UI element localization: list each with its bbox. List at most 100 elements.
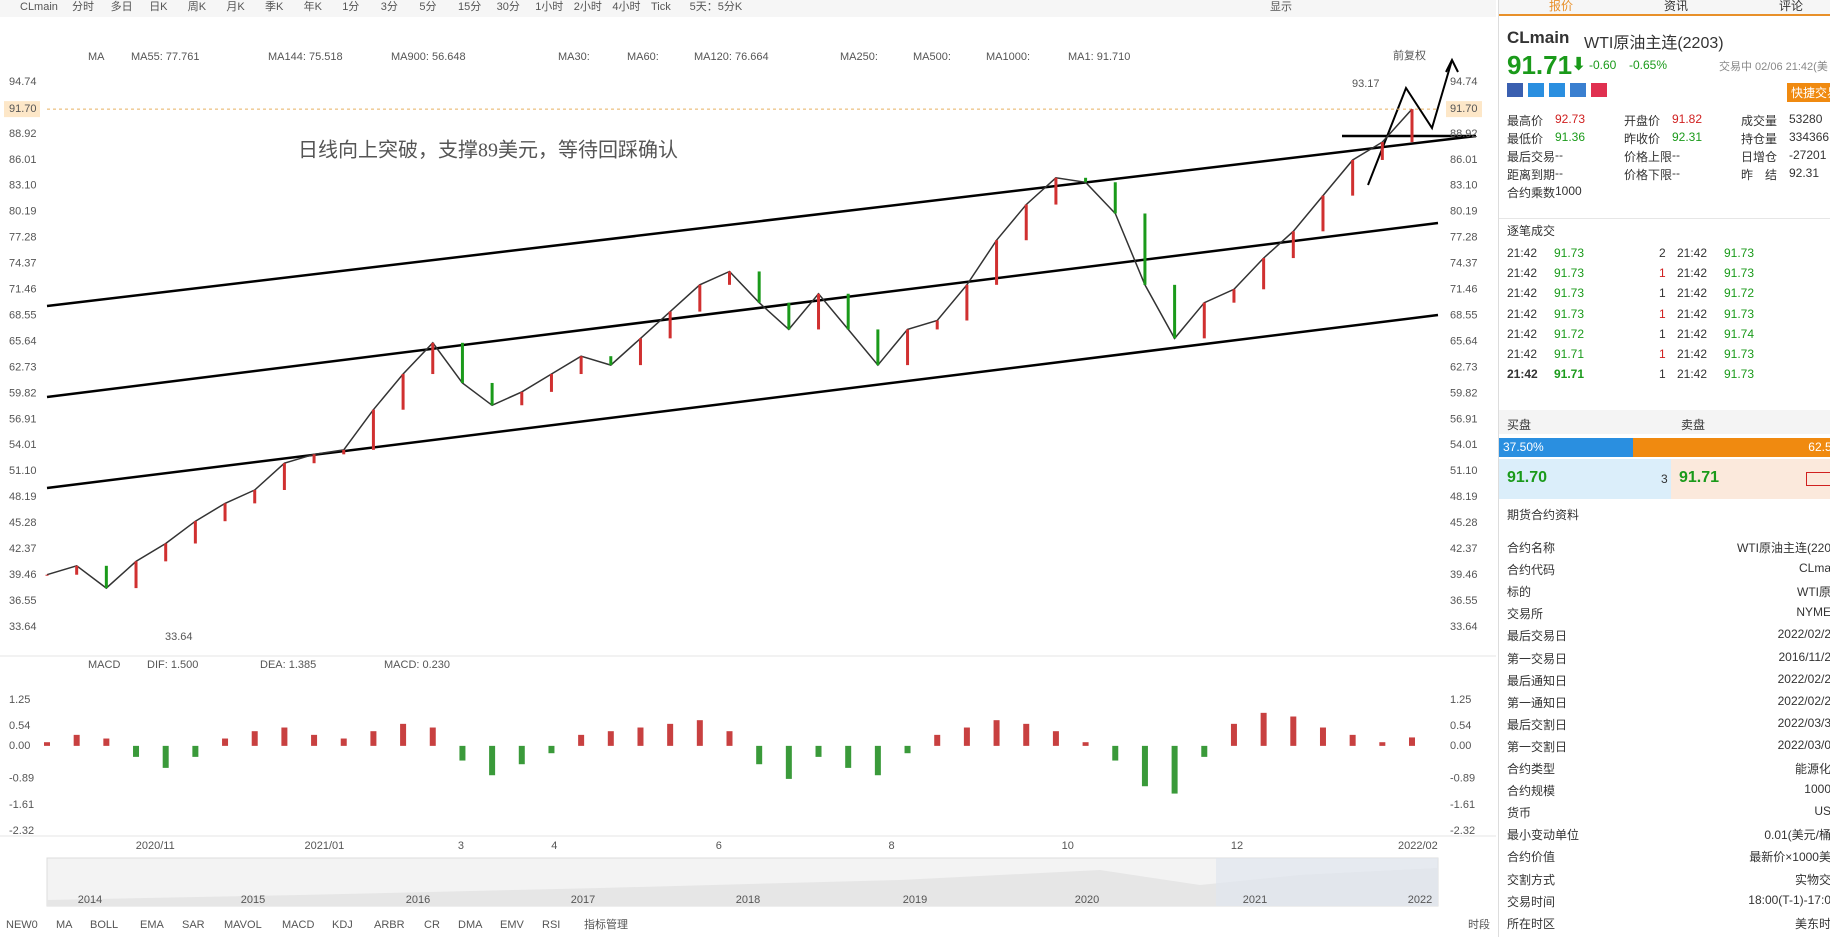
period-tab[interactable]: 3分 — [381, 0, 398, 13]
period-tab[interactable]: 日K — [149, 1, 168, 13]
y-tick-label-left: 0.00 — [9, 740, 30, 752]
y-tick-label: 1.25 — [1450, 694, 1471, 706]
icon-row — [1507, 83, 1617, 99]
ma-label: MA500: — [913, 51, 951, 63]
macd-bar — [370, 731, 377, 746]
period-tab[interactable]: 周K — [188, 0, 207, 13]
indicator-tab[interactable]: MAVOL — [224, 919, 262, 931]
info-value: 2022/02/2 — [1777, 693, 1830, 708]
info-value: 18:00(T-1)-17:0 — [1748, 892, 1830, 907]
navigator-area — [47, 868, 1438, 906]
y-tick-label: -2.32 — [1450, 825, 1475, 837]
divider — [1499, 218, 1830, 219]
trade-cell: 1 — [1659, 367, 1666, 382]
macd-bar — [904, 745, 911, 754]
indicator-tab[interactable]: CR — [424, 919, 440, 931]
trade-cell: 21:42 — [1507, 367, 1538, 382]
period-tab[interactable]: 分时 — [72, 0, 94, 13]
stat-label: 持仓量 — [1741, 132, 1778, 146]
info-value: 2022/03/3 — [1777, 715, 1830, 730]
trade-cell: 21:42 — [1677, 266, 1708, 281]
indicator-tab[interactable]: BOLL — [90, 919, 118, 931]
indicator-tab[interactable]: 指标管理 — [584, 917, 628, 931]
period-tab[interactable]: 月K — [226, 1, 245, 13]
period-tab[interactable]: 4小时 — [612, 0, 640, 13]
info-value: NYME — [1796, 605, 1830, 620]
panel-tab[interactable]: 资讯 — [1664, 0, 1689, 13]
stat-label: 日增仓 — [1741, 150, 1778, 164]
y-tick-label: 33.64 — [1450, 621, 1478, 633]
channel-top — [46, 134, 1477, 308]
panel-tab[interactable]: 报价 — [1549, 0, 1574, 13]
contract-name: WTI原油主连(2203) — [1584, 35, 1724, 52]
macd-bar — [1319, 727, 1326, 746]
y-tick-label-left: 83.10 — [9, 180, 37, 192]
trade-cell: 91.73 — [1554, 266, 1585, 281]
macd-bar — [785, 745, 792, 779]
y-tick-label-left: -1.61 — [9, 799, 34, 811]
stat-value: 91.82 — [1672, 112, 1703, 126]
period-tab[interactable]: 1分 — [342, 0, 359, 13]
stat-label: 最后交易 — [1507, 150, 1556, 164]
current-price-label-left: 91.70 — [9, 103, 37, 115]
trade-cell: 91.73 — [1724, 367, 1755, 382]
indicator-tab[interactable]: NEW0 — [6, 919, 38, 931]
navigator-window[interactable] — [1216, 858, 1438, 906]
trades-title: 逐笔成交 — [1507, 224, 1556, 238]
period-tab[interactable]: 30分 — [497, 0, 520, 13]
y-tick-label-left: 71.46 — [9, 284, 37, 296]
indicator-tab[interactable]: MA — [56, 919, 73, 931]
period-tab[interactable]: 5天：5分K — [690, 0, 743, 13]
trade-cell: 1 — [1659, 326, 1666, 341]
indicator-tab[interactable]: RSI — [542, 919, 560, 931]
panel-tab[interactable]: 评论 — [1779, 0, 1804, 13]
display-menu[interactable]: 显示 — [1270, 0, 1292, 13]
y-tick-label-left: 45.28 — [9, 517, 37, 529]
macd-bar — [607, 731, 614, 746]
y-tick-label: 48.19 — [1450, 491, 1478, 503]
info-label: 货币 — [1507, 806, 1532, 821]
indicator-tab[interactable]: EMV — [500, 919, 525, 931]
buy-bar: 37.50% — [1499, 438, 1637, 457]
stat-label: 最高价 — [1507, 114, 1544, 128]
y-tick-label: 74.37 — [1450, 258, 1478, 270]
period-tab[interactable]: 年K — [304, 0, 323, 13]
macd-bar — [518, 745, 525, 765]
macd-bar — [874, 745, 881, 776]
session-button[interactable]: 时段 — [1468, 917, 1490, 931]
period-tab[interactable]: Tick — [651, 1, 671, 13]
y-tick-label: 68.55 — [1450, 310, 1478, 322]
period-tab[interactable]: 1小时 — [535, 0, 563, 13]
y-tick-label-left: 1.25 — [9, 694, 30, 706]
adjust-button[interactable]: 前复权 — [1393, 48, 1426, 62]
y-tick-label: 39.46 — [1450, 569, 1478, 581]
symbol[interactable]: CLmain — [20, 1, 58, 13]
indicator-tab[interactable]: ARBR — [374, 919, 405, 931]
indicator-name: MA — [88, 51, 105, 63]
y-tick-label: 0.54 — [1450, 720, 1471, 732]
change: -0.60 — [1589, 58, 1617, 72]
period-tab[interactable]: 15分 — [458, 0, 481, 13]
stat-value: -- — [1555, 148, 1563, 162]
indicator-tab[interactable]: EMA — [140, 919, 165, 931]
quick-trade-button[interactable]: 快捷交易 — [1787, 83, 1830, 102]
period-tab[interactable]: 2小时 — [574, 0, 602, 13]
ask-vol-box — [1806, 472, 1830, 486]
indicator-tab[interactable]: DMA — [458, 919, 483, 931]
down-arrow: ⬇ — [1571, 54, 1587, 74]
indicator-tab[interactable]: KDJ — [332, 919, 353, 931]
y-tick-label-left: 88.92 — [9, 128, 37, 140]
low-label: 33.64 — [165, 631, 193, 643]
trade-cell: 91.71 — [1554, 367, 1585, 382]
macd-bar — [578, 734, 585, 746]
indicator-tab[interactable]: SAR — [182, 919, 205, 931]
year-label: 2015 — [241, 894, 265, 906]
period-tab[interactable]: 5分 — [419, 0, 436, 13]
period-tab[interactable]: 多日 — [111, 0, 133, 13]
period-tab[interactable]: 季K — [265, 0, 284, 13]
bid-vol: 3 — [1661, 472, 1668, 486]
indicator-tab[interactable]: MACD — [282, 919, 314, 931]
stat-value: 92.31 — [1789, 166, 1820, 180]
x-label: 8 — [889, 840, 895, 852]
year-label: 2020 — [1075, 894, 1099, 906]
